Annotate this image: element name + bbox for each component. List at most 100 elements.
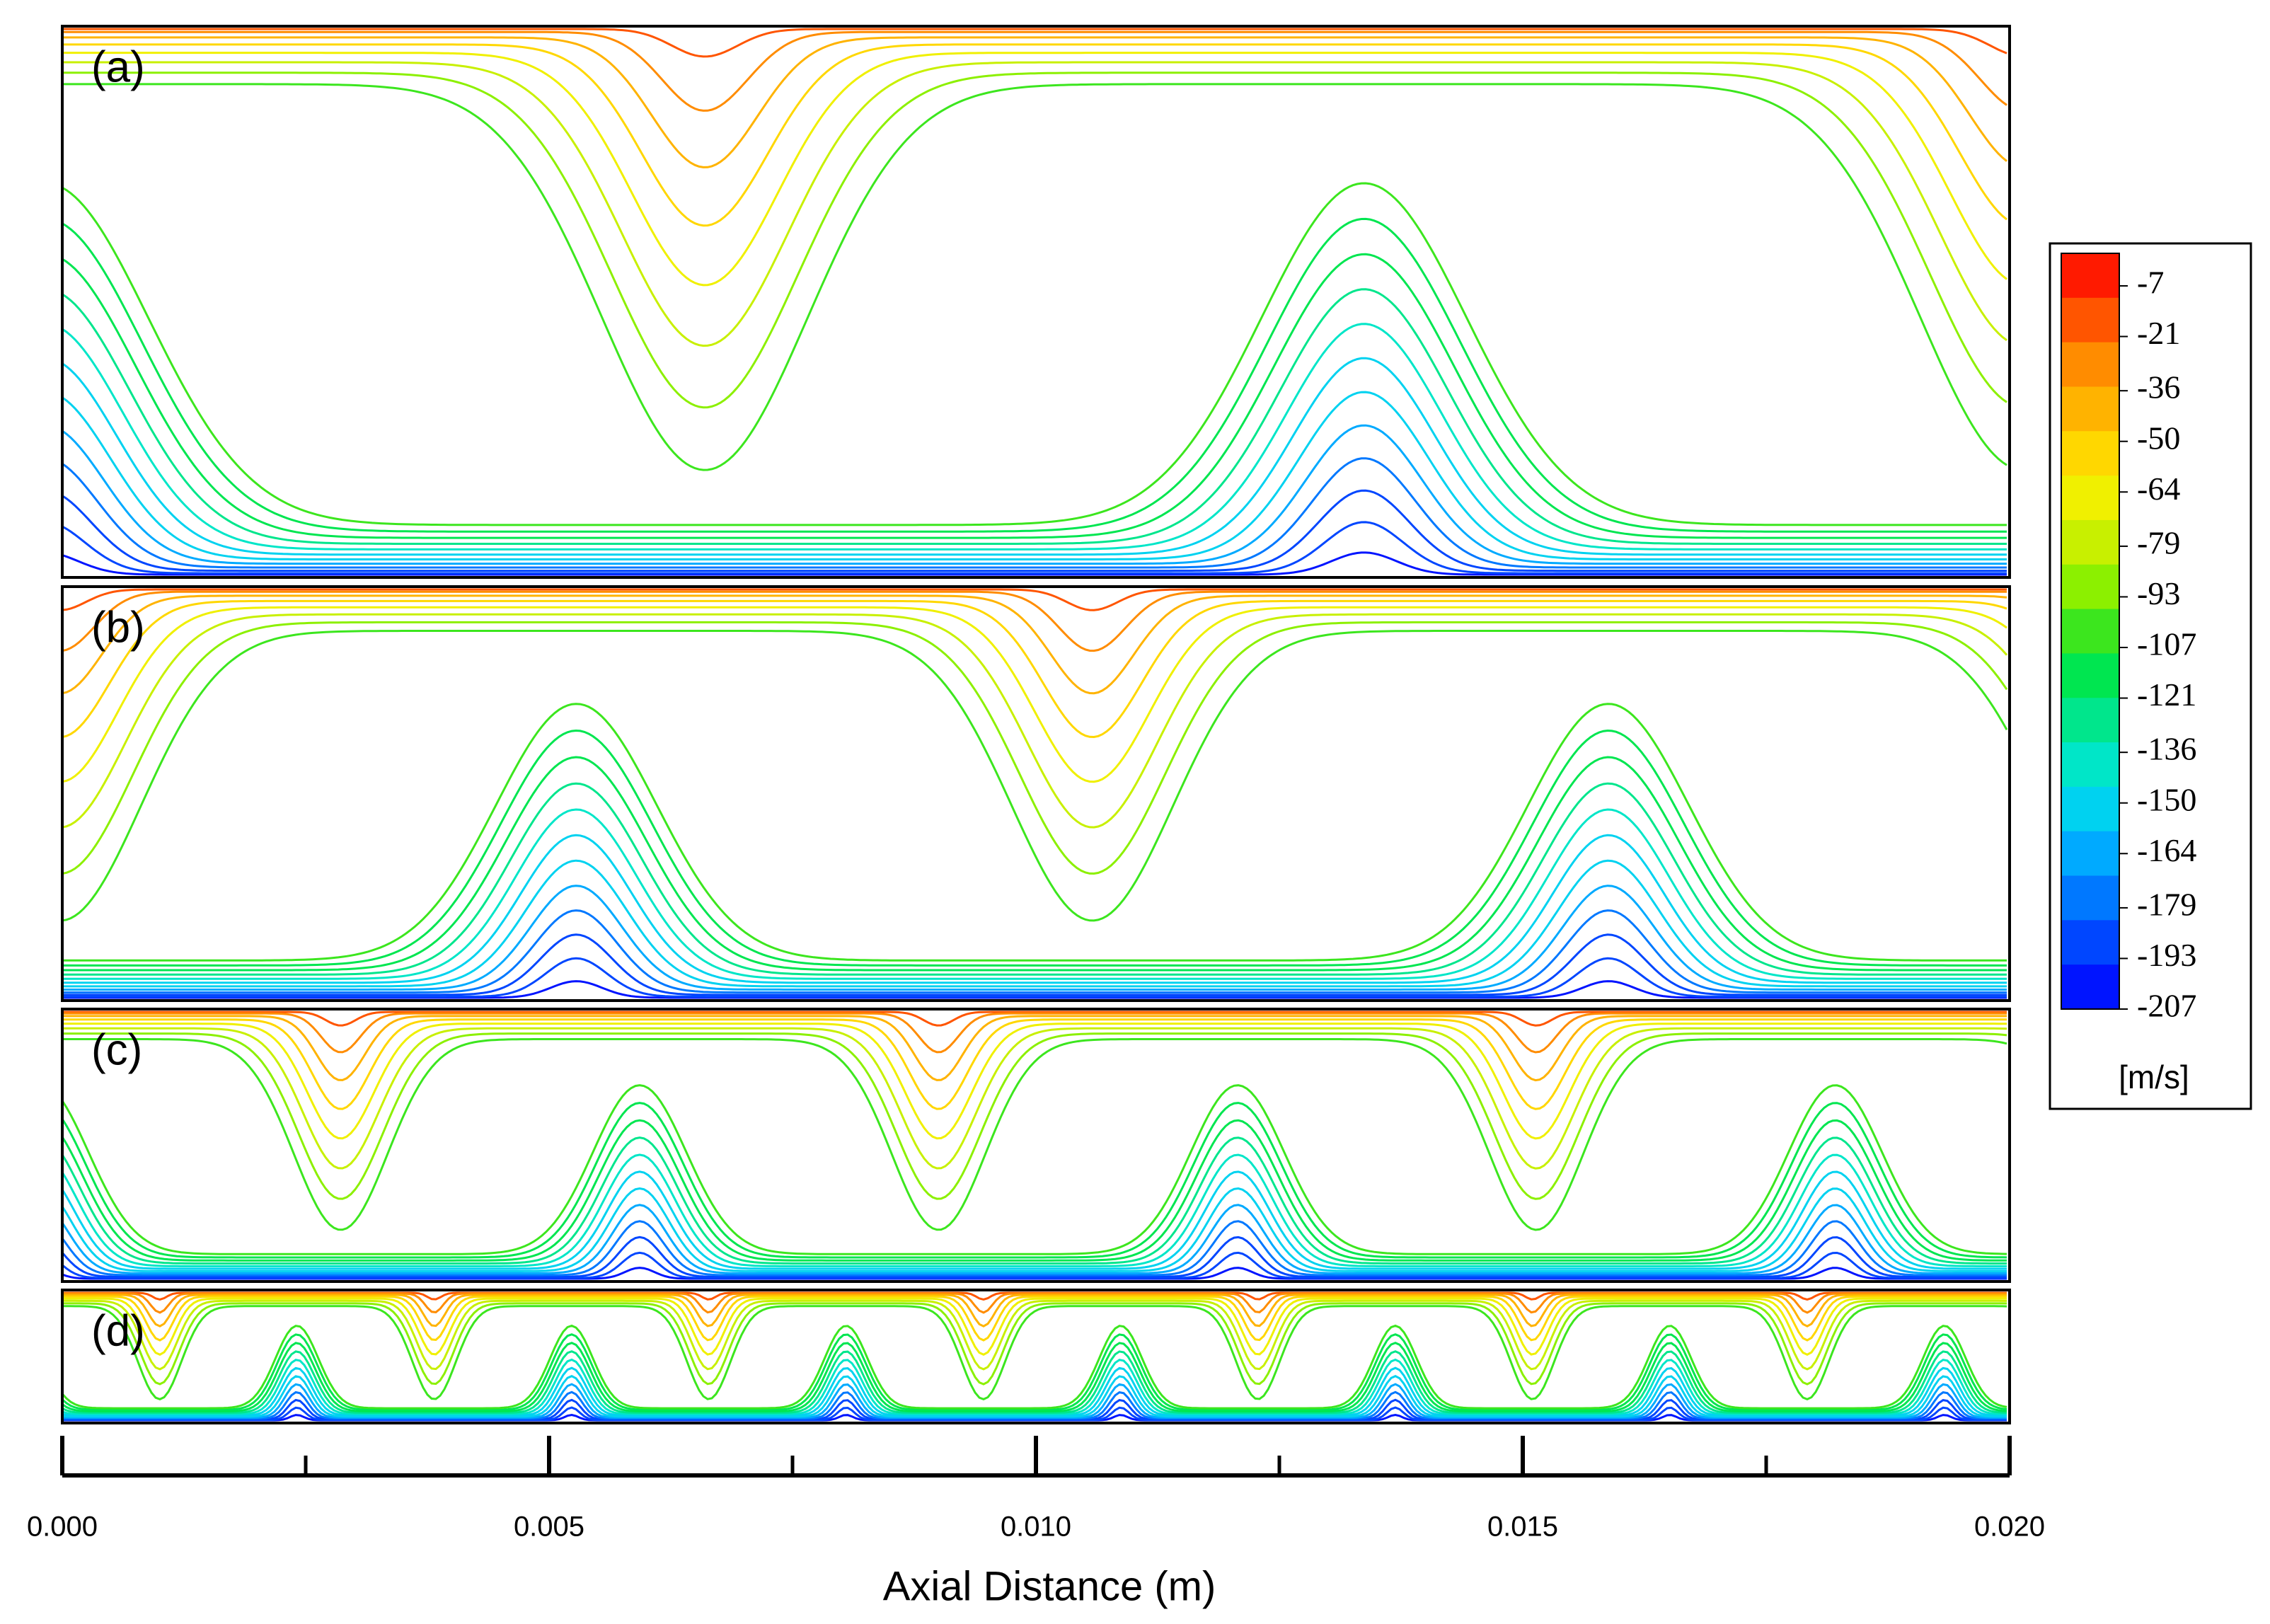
contour-line	[62, 630, 2008, 922]
colorbar-tick-label: -36	[2137, 369, 2180, 405]
contour-panel	[62, 588, 2008, 999]
contour-line	[62, 1251, 2007, 1279]
contour-line	[62, 756, 2007, 972]
contour-line	[62, 859, 2007, 988]
colorbar-band	[2061, 297, 2119, 343]
contour-line	[62, 1170, 2007, 1270]
contour-line	[62, 621, 2008, 875]
contour-line	[62, 957, 2007, 998]
colorbar-band	[2061, 698, 2119, 743]
colorbar-band	[2061, 964, 2119, 1010]
colorbar-unit: [m/s]	[2119, 1059, 2189, 1095]
panel-label: (c)	[91, 1025, 142, 1074]
panel-label: (a)	[91, 42, 145, 91]
contour-line	[62, 253, 2007, 539]
panel-frame	[61, 585, 2011, 1002]
panel-label: (b)	[91, 603, 145, 652]
colorbar-tick-label: -64	[2137, 471, 2180, 507]
contour-line	[62, 729, 2007, 967]
colorbar-band	[2061, 564, 2119, 610]
contour-line	[62, 1018, 2007, 1110]
contour-line	[62, 1297, 2007, 1356]
contour-line	[62, 1204, 2007, 1274]
contour-line	[62, 424, 2007, 565]
colorbar-tick-label: -150	[2137, 781, 2196, 817]
panel-label: (d)	[91, 1306, 145, 1355]
contour-line	[62, 1366, 2007, 1417]
contour-line	[62, 1295, 2007, 1342]
contour-line	[62, 1220, 2007, 1277]
colorbar-band	[2061, 742, 2119, 788]
contour-line	[62, 1342, 2007, 1412]
x-tick-label: 0.000	[27, 1511, 98, 1543]
contour-line	[62, 1136, 2007, 1265]
colorbar-tick-label: -121	[2137, 676, 2196, 713]
colorbar-band	[2061, 609, 2119, 654]
contour-line	[62, 1084, 2007, 1255]
contour-line	[62, 28, 2007, 58]
contour-line	[62, 1038, 2007, 1231]
contour-line	[62, 217, 2007, 533]
panel-frame	[61, 1008, 2011, 1283]
contour-line	[62, 1350, 2007, 1414]
colorbar-tick-label: -107	[2137, 626, 2196, 662]
contour-line	[62, 885, 2007, 991]
contour-line	[62, 834, 2007, 984]
contour-line	[62, 551, 2007, 576]
contour-line	[62, 613, 2008, 829]
contour-line	[62, 71, 2007, 409]
contour-panel	[62, 28, 2007, 576]
contour-line	[62, 599, 2007, 739]
colorbar-tick-label: -193	[2137, 937, 2196, 973]
contour-line	[62, 288, 2007, 545]
contour-line	[62, 52, 2007, 287]
colorbar-band	[2061, 342, 2119, 387]
colorbar-band	[2061, 476, 2119, 521]
contour-line	[62, 521, 2007, 575]
contour-line	[62, 808, 2007, 980]
contour-line	[62, 457, 2007, 569]
colorbar-tick-label: -207	[2137, 988, 2196, 1024]
contour-line	[62, 909, 2007, 994]
x-tick-label: 0.010	[1001, 1511, 1071, 1543]
colorbar-tick-label: -50	[2137, 420, 2180, 456]
colorbar-band	[2061, 386, 2119, 432]
contour-line	[62, 1294, 2007, 1328]
x-tick-label: 0.005	[514, 1511, 584, 1543]
contour-line	[62, 606, 2007, 783]
colorbar-band	[2061, 653, 2119, 698]
colorbar-band	[2061, 920, 2119, 965]
colorbar-band	[2061, 519, 2119, 565]
contour-panel	[62, 1010, 2007, 1280]
contour-line	[62, 182, 2007, 526]
colorbar-tick-label: -7	[2137, 265, 2164, 301]
panel-frame	[61, 1289, 2011, 1424]
contour-line	[62, 1010, 2007, 1027]
x-tick-label: 0.015	[1487, 1511, 1558, 1543]
contour-line	[62, 61, 2007, 347]
contour-line	[62, 594, 2007, 695]
contour-line	[62, 933, 2007, 996]
contour-line	[62, 1358, 2007, 1415]
contour-line	[62, 703, 2007, 962]
x-tick-label: 0.020	[1974, 1511, 2045, 1543]
contour-line	[62, 1153, 2007, 1267]
contour-panel	[62, 1291, 2007, 1422]
contour-line	[62, 43, 2007, 227]
contour-line	[62, 36, 2007, 168]
colorbar-band	[2061, 875, 2119, 921]
contour-line	[62, 1015, 2007, 1082]
contour-line	[62, 1302, 2007, 1386]
contour-line	[62, 1012, 2007, 1054]
panel-frame	[61, 25, 2011, 579]
colorbar-band	[2061, 253, 2119, 299]
colorbar-tick-label: -164	[2137, 832, 2196, 868]
colorbar-tick-label: -179	[2137, 886, 2196, 922]
contour-line	[62, 1119, 2007, 1262]
colorbar-band	[2061, 431, 2119, 476]
contour-line	[62, 1027, 2007, 1170]
contour-line	[62, 782, 2007, 976]
contour-line	[62, 489, 2007, 572]
